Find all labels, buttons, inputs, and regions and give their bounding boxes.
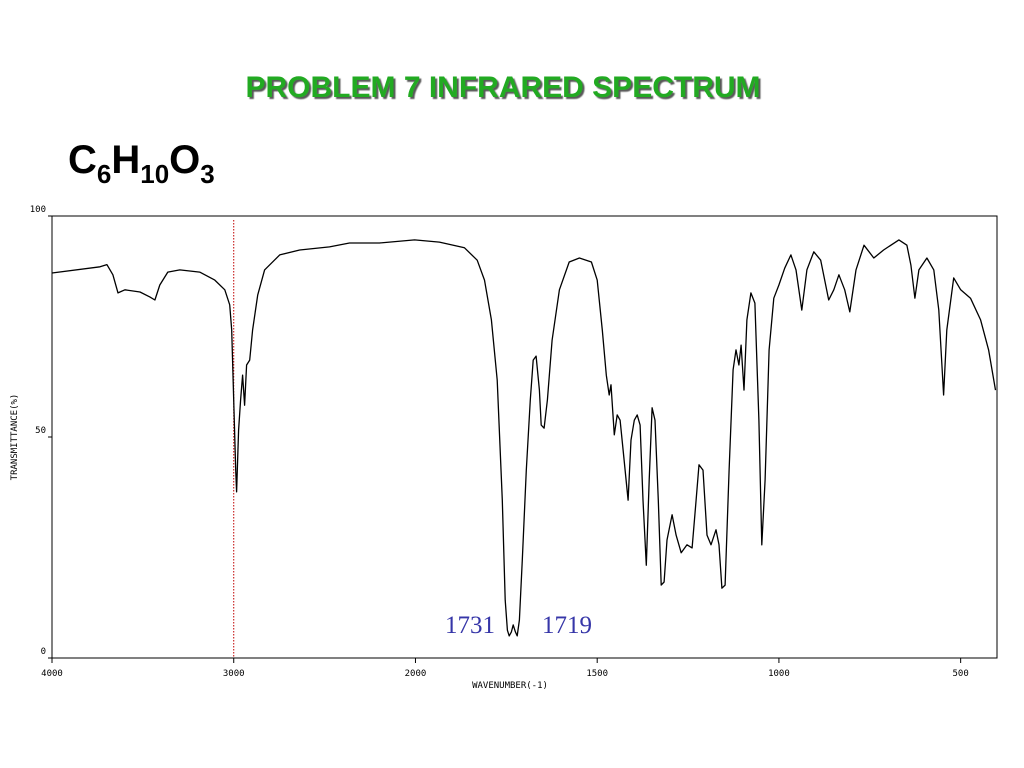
formula-subscript: 3 <box>200 159 214 189</box>
y-tick-label: 0 <box>41 647 46 657</box>
spectrum-line <box>51 239 997 637</box>
formula-element: C <box>68 138 97 182</box>
x-tick-label: 1500 <box>586 669 608 679</box>
x-tick-label: 500 <box>953 669 969 679</box>
x-tick-label: 3000 <box>223 669 245 679</box>
formula-subscript: 10 <box>140 159 169 189</box>
plot-frame <box>51 215 998 659</box>
formula: C6H10O3 <box>68 138 215 189</box>
x-axis-label: WAVENUMBER(-1) <box>472 681 548 691</box>
annotation: 1731 <box>445 612 495 639</box>
formula-element: O <box>169 138 200 182</box>
x-tick-label: 1000 <box>768 669 790 679</box>
formula-subscript: 6 <box>97 159 111 189</box>
y-tick-label: 50 <box>35 426 46 436</box>
annotation: 1719 <box>542 612 592 639</box>
y-axis-label: TRANSMITTANCE(%) <box>10 394 20 481</box>
x-tick-label: 4000 <box>41 669 63 679</box>
y-tick-label: 100 <box>30 205 46 215</box>
formula-element: H <box>111 138 140 182</box>
chart-title: PROBLEM 7 INFRARED SPECTRUM <box>245 71 760 104</box>
x-tick-label: 2000 <box>405 669 427 679</box>
